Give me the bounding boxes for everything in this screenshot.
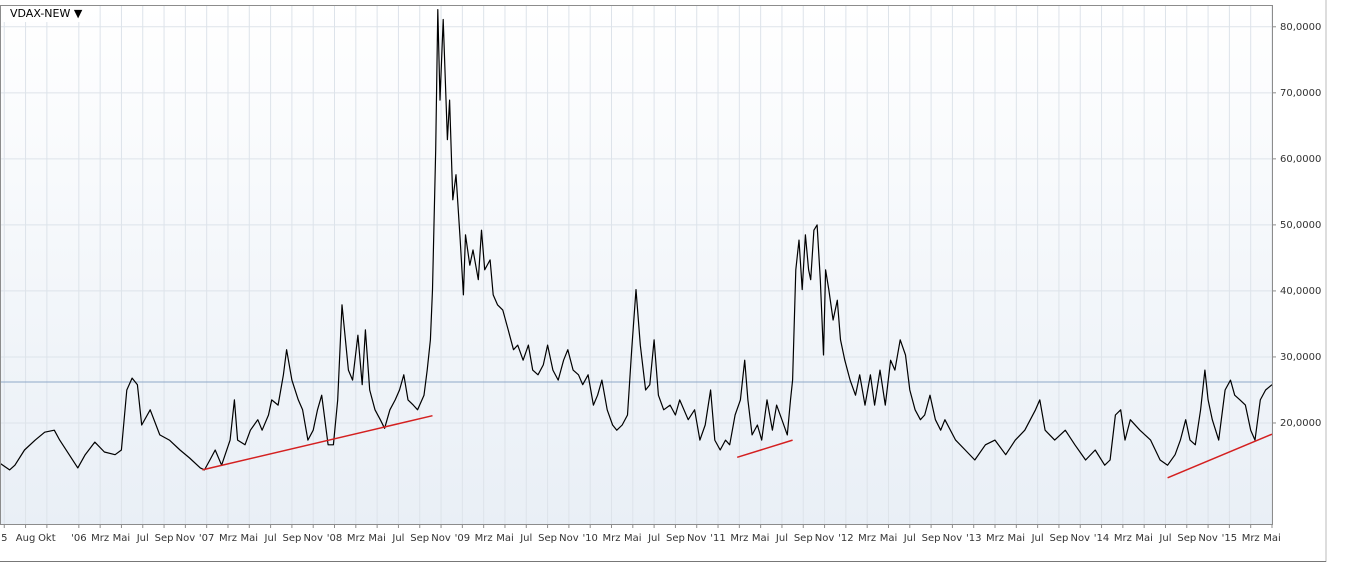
y-tick-label: 70,0000 — [1280, 88, 1321, 99]
x-tick-label: Mrz — [475, 533, 493, 544]
y-tick-label: 60,0000 — [1280, 154, 1321, 165]
x-tick-label: '08 — [327, 533, 342, 544]
x-tick-label: Nov — [815, 533, 835, 544]
x-tick-label: Sep — [282, 533, 301, 544]
x-tick-label: '11 — [710, 533, 725, 544]
line — [0, 9, 1273, 471]
x-tick-label: Nov — [1070, 533, 1090, 544]
x-tick-label: '10 — [582, 533, 597, 544]
x-tick-label: Mrz — [986, 533, 1004, 544]
y-tick-label: 50,0000 — [1280, 220, 1321, 231]
x-tick-label: Jul — [1158, 533, 1171, 544]
x-tick-label: '07 — [199, 533, 214, 544]
trendline — [202, 414, 433, 471]
x-tick-label: Mrz — [1242, 533, 1260, 544]
x-tick-label: Mrz — [1114, 533, 1132, 544]
x-tick-label: Nov — [559, 533, 579, 544]
x-tick-label: '06 — [71, 533, 86, 544]
x-tick-label: Sep — [794, 533, 813, 544]
trendline — [736, 439, 793, 459]
x-tick-label: Nov — [303, 533, 323, 544]
x-tick-label: Mai — [113, 533, 131, 544]
x-tick-label: '09 — [455, 533, 470, 544]
x-tick-label: '15 — [1222, 533, 1237, 544]
x-tick-label: Mrz — [858, 533, 876, 544]
x-tick-label: Okt — [38, 533, 56, 544]
y-tick-label: 30,0000 — [1280, 352, 1321, 363]
x-tick-label: Sep — [155, 533, 174, 544]
x-tick-label: Mrz — [219, 533, 237, 544]
x-tick-label: '14 — [1094, 533, 1109, 544]
x-tick-label: Sep — [1050, 533, 1069, 544]
x-tick-label: Mai — [241, 533, 259, 544]
x-tick-label: Mrz — [91, 533, 109, 544]
x-tick-label: Nov — [176, 533, 196, 544]
x-tick-label: Sep — [666, 533, 685, 544]
x-tick-label: Mai — [1135, 533, 1153, 544]
x-tick-label: Nov — [1198, 533, 1218, 544]
x-tick-label: Mai — [752, 533, 770, 544]
x-tick-label: Mrz — [347, 533, 365, 544]
x-tick-label: Jul — [903, 533, 916, 544]
x-tick-label: Jul — [391, 533, 404, 544]
y-tick-label: 20,0000 — [1280, 418, 1321, 429]
chart-title[interactable]: VDAX-NEW ▼ — [10, 7, 83, 20]
x-tick-label: Jul — [1031, 533, 1044, 544]
trendline — [1167, 433, 1273, 479]
x-tick-label: Jul — [136, 533, 149, 544]
x-tick-label: Nov — [687, 533, 707, 544]
plot-area — [0, 5, 1272, 524]
title-box[interactable] — [3, 6, 85, 22]
x-tick-label: '12 — [838, 533, 853, 544]
x-tick-label: Mrz — [602, 533, 620, 544]
x-tick-label: Sep — [538, 533, 557, 544]
y-tick-label: 40,0000 — [1280, 286, 1321, 297]
x-tick-label: Mrz — [730, 533, 748, 544]
x-tick-label: Jul — [264, 533, 277, 544]
x-tick-label: '13 — [966, 533, 981, 544]
x-tick-label: Mai — [496, 533, 514, 544]
x-tick-label: Mai — [368, 533, 386, 544]
marks — [0, 9, 1273, 479]
x-tick-label: Mai — [880, 533, 898, 544]
x-tick-label: Mai — [1263, 533, 1281, 544]
x-tick-label: Mai — [1008, 533, 1026, 544]
x-tick-label: Nov — [431, 533, 451, 544]
x-tick-label: 5 — [1, 533, 7, 544]
x-tick-label: Mai — [624, 533, 642, 544]
plot-frame — [0, 5, 1273, 525]
x-tick-label: Jul — [775, 533, 788, 544]
x-tick-label: Nov — [943, 533, 963, 544]
x-tick-label: Sep — [922, 533, 941, 544]
x-tick-label: Sep — [410, 533, 429, 544]
x-tick-label: Jul — [519, 533, 532, 544]
x-tick-label: Aug — [16, 533, 36, 544]
x-tick-label: Jul — [647, 533, 660, 544]
x-tick-label: Sep — [1177, 533, 1196, 544]
y-tick-label: 80,0000 — [1280, 22, 1321, 33]
